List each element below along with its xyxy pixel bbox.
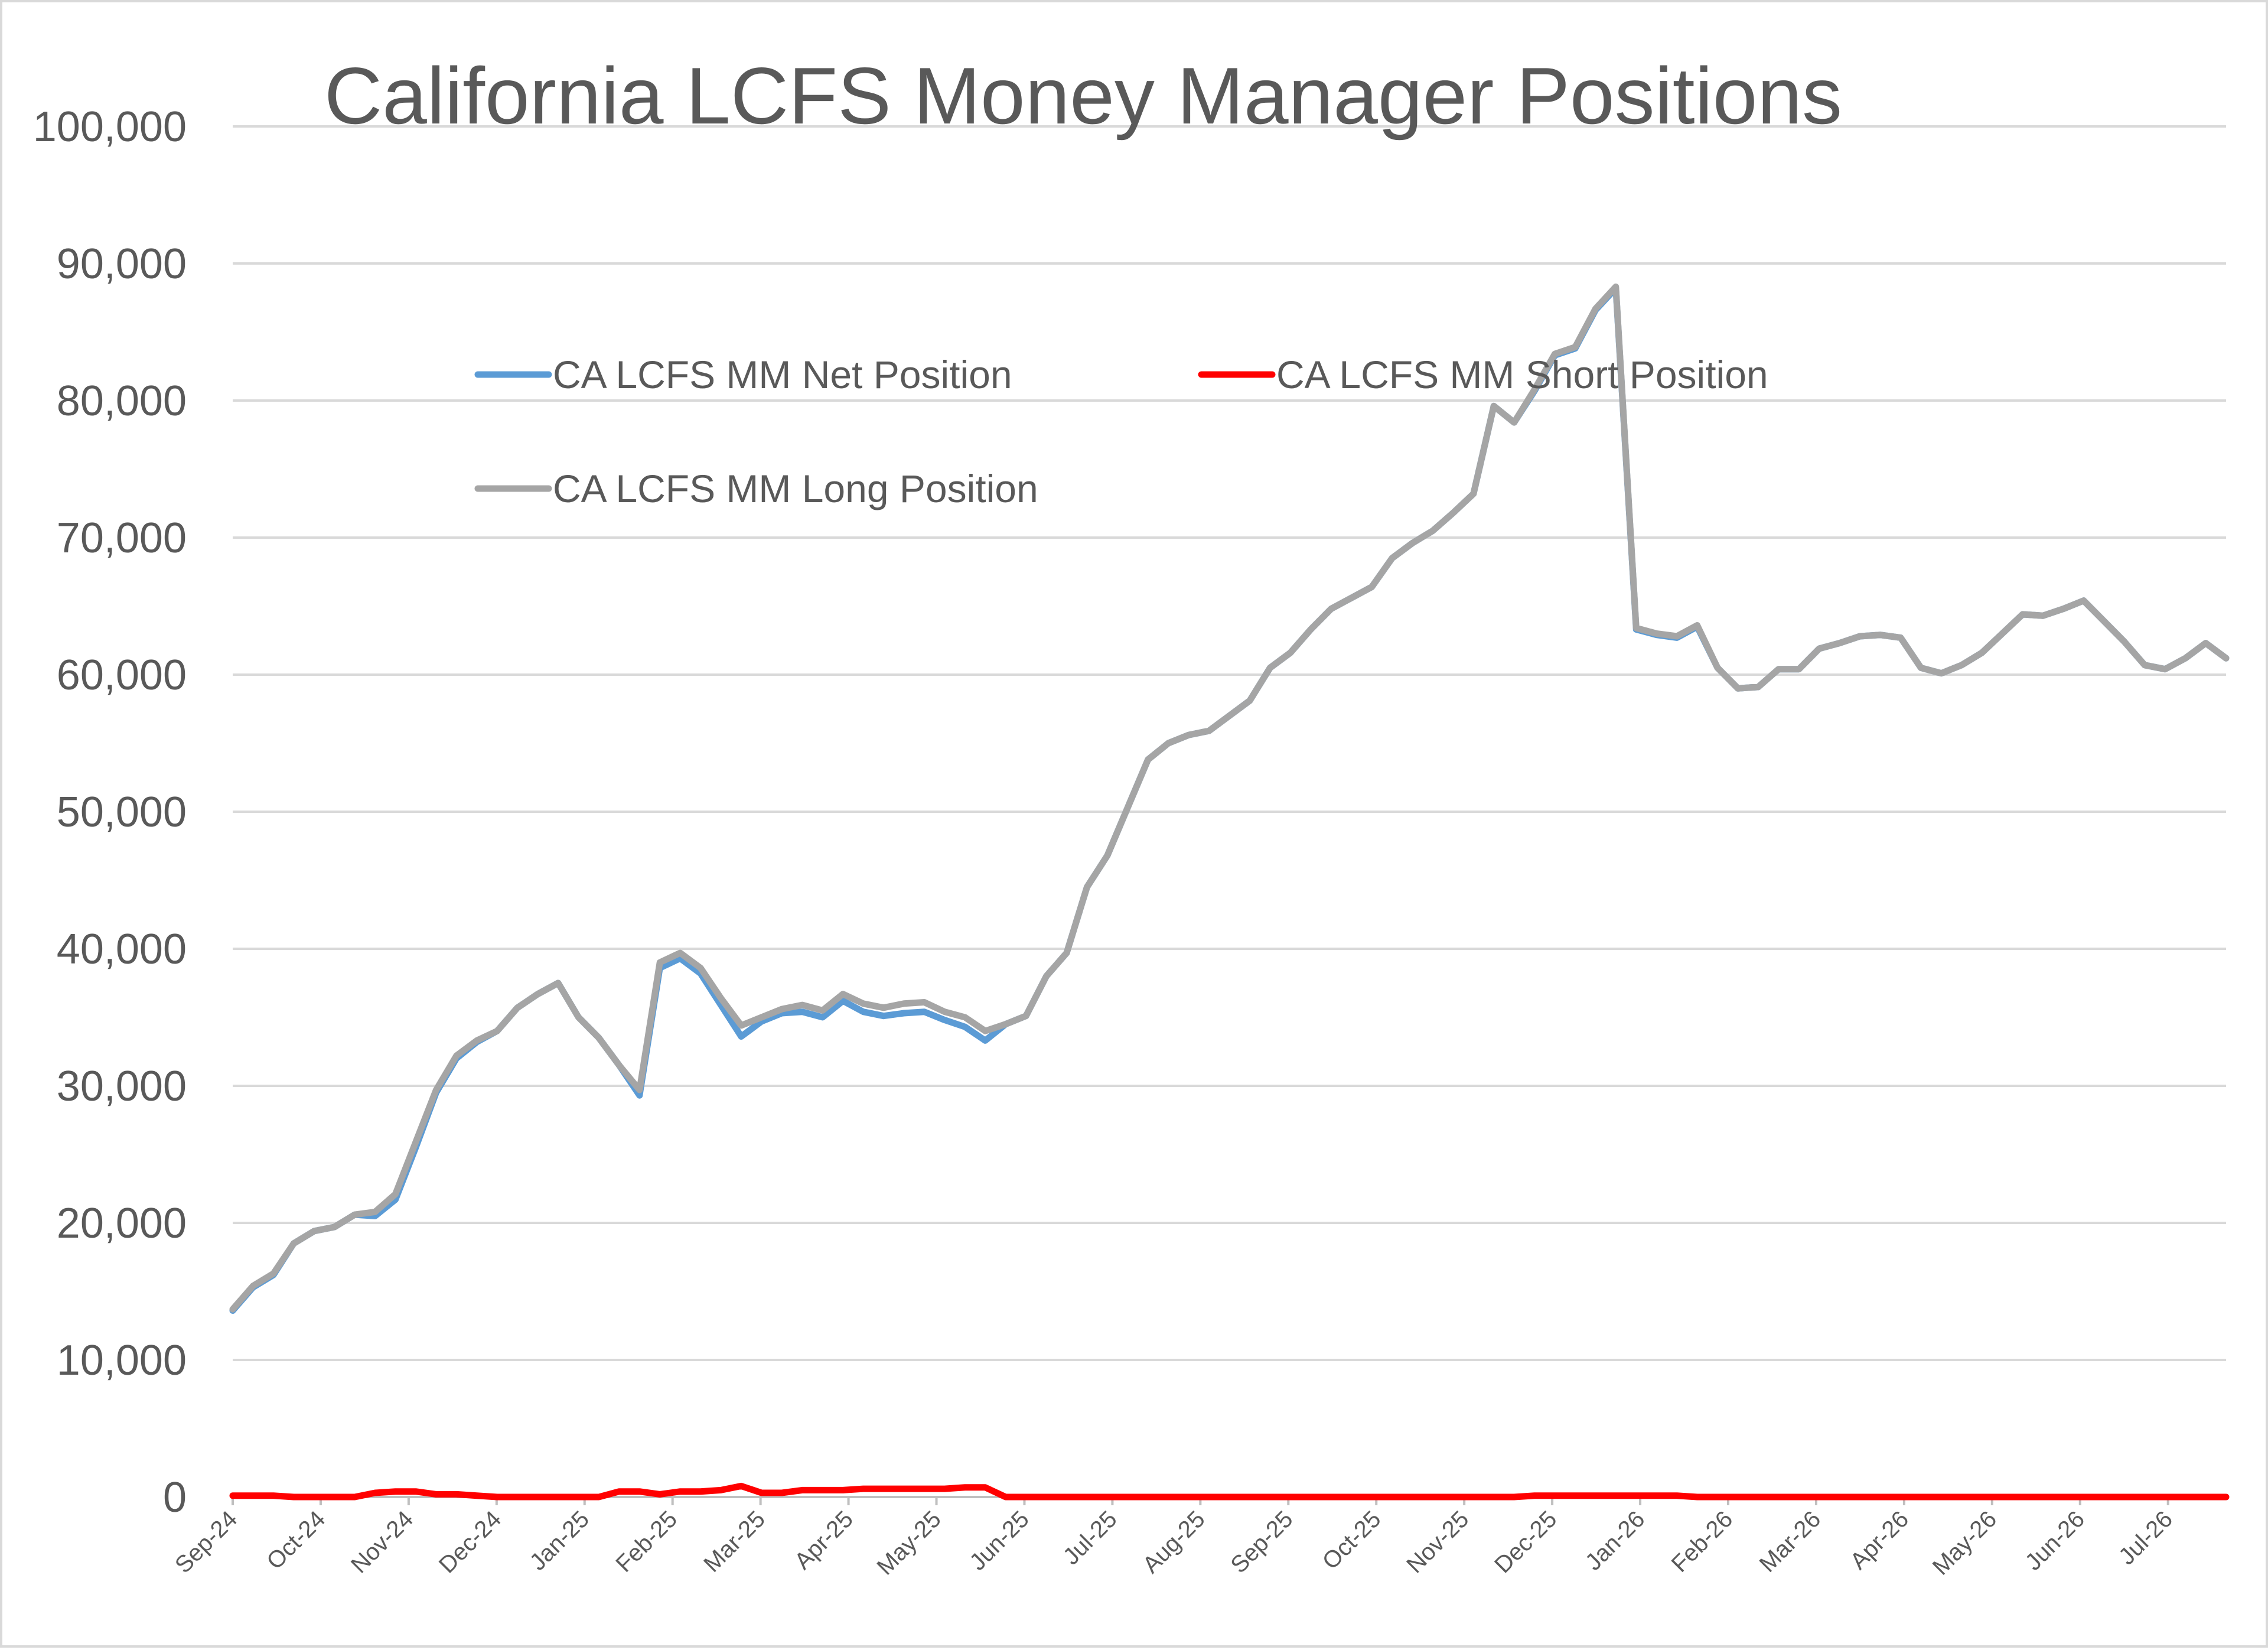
x-tick-label: May-26	[1928, 1506, 2002, 1580]
x-tick-label: Sep-25	[1226, 1506, 1298, 1578]
x-tick-label: Mar-26	[1755, 1506, 1826, 1577]
x-tick-label: Jun-25	[964, 1506, 1034, 1576]
x-tick-label: Jun-26	[2021, 1506, 2090, 1576]
y-tick-label: 90,000	[57, 240, 187, 288]
x-tick-label: Nov-24	[346, 1506, 418, 1578]
x-tick-label: Jan-25	[525, 1506, 595, 1576]
y-tick-label: 100,000	[33, 103, 187, 151]
chart-title: California LCFS Money Manager Positions	[324, 51, 1842, 141]
x-tick-label: Jul-26	[2114, 1506, 2178, 1570]
y-tick-label: 0	[163, 1474, 187, 1521]
y-axis-tick-labels: 0 10,000 20,000 30,000 40,000 50,000 60,000 70,…	[33, 103, 187, 1521]
y-tick-label: 40,000	[57, 926, 187, 973]
y-tick-label: 80,000	[57, 377, 187, 425]
x-tick-label: Aug-25	[1138, 1506, 1210, 1578]
x-tick-label: Mar-25	[699, 1506, 770, 1577]
y-tick-label: 10,000	[57, 1337, 187, 1384]
x-tick-label: Oct-24	[262, 1506, 330, 1574]
series-line-ca-lcfs-mm-long-position	[229, 283, 2230, 1313]
x-axis-tick-labels: Sep-24 Oct-24 Nov-24 Dec-24 Jan-25 Feb-25 Mar-…	[170, 1497, 2178, 1580]
legend-label: CA LCFS MM Long Position	[553, 467, 1038, 510]
y-tick-label: 70,000	[57, 515, 187, 562]
x-tick-label: Jul-25	[1058, 1506, 1122, 1570]
y-tick-label: 20,000	[57, 1200, 187, 1247]
series-line-ca-lcfs-mm-net-position	[229, 285, 2230, 1314]
series-line-ca-lcfs-mm-short-position	[229, 1482, 2230, 1501]
y-tick-label: 50,000	[57, 789, 187, 836]
legend-label: CA LCFS MM Net Position	[553, 353, 1012, 396]
x-tick-label: Jan-26	[1581, 1506, 1650, 1576]
x-tick-label: Apr-25	[790, 1506, 858, 1574]
x-tick-label: Dec-24	[434, 1506, 506, 1578]
legend-label: CA LCFS MM Short Position	[1276, 353, 1768, 396]
x-tick-label: Feb-25	[611, 1506, 682, 1577]
x-tick-label: Dec-25	[1490, 1506, 1562, 1578]
y-tick-label: 30,000	[57, 1063, 187, 1110]
x-tick-label: Apr-26	[1845, 1506, 1914, 1574]
series-lines	[229, 283, 2230, 1501]
x-tick-label: Feb-26	[1667, 1506, 1738, 1577]
y-tick-label: 60,000	[57, 652, 187, 699]
x-tick-label: Oct-25	[1318, 1506, 1386, 1574]
x-tick-label: Nov-25	[1402, 1506, 1474, 1578]
gridlines	[233, 125, 2226, 1498]
x-tick-label: May-25	[872, 1506, 946, 1580]
legend: CA LCFS MM Net Position CA LCFS MM Short …	[474, 353, 1768, 510]
